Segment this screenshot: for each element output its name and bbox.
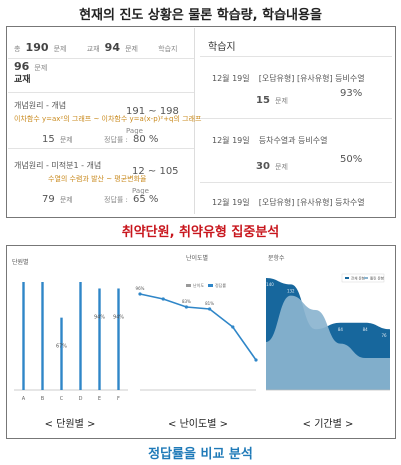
worksheet-item-title: 등차수열과 등비수열 bbox=[258, 136, 328, 145]
data-label: 140 bbox=[266, 282, 274, 287]
total-value: 190 bbox=[25, 41, 49, 54]
worksheet-item[interactable]: 12월 19일 등차수열과 등비수열 30 문제 50% bbox=[200, 124, 392, 174]
count-unit: 문제 bbox=[59, 136, 73, 144]
textbook-item-topic: 이차함수 y=ax²의 그래프 ~ 이차함수 y=a(x-p)²+q의 그래프 bbox=[14, 115, 202, 123]
textbook-item[interactable]: 개념원리 - 개념 191 ~ 198 Page 이차함수 y=ax²의 그래프… bbox=[8, 96, 202, 152]
bar bbox=[98, 288, 101, 390]
series-line bbox=[139, 293, 257, 361]
bar bbox=[79, 282, 82, 390]
worksheet-item[interactable]: 12월 19일 [오답유형] [유사유형] 등차수열 bbox=[200, 188, 392, 212]
data-point bbox=[184, 305, 188, 309]
textbook-item-rate: 80 % bbox=[133, 134, 159, 145]
count-unit: 문제 bbox=[275, 163, 288, 171]
worksheet-count-value: 96 bbox=[14, 60, 30, 73]
rate-label: 정답률 : bbox=[104, 196, 128, 204]
worksheet-item[interactable]: 12월 19일 [오답유형] [유사유형] 등비수열 15 문제 93% bbox=[200, 62, 392, 112]
summary-row: 총 190 문제 교재 94 문제 학습지 96 문제 bbox=[14, 36, 194, 74]
tick-label: B bbox=[41, 396, 45, 402]
tick-label: D bbox=[79, 396, 83, 402]
caption-by-unit: < 단원별 > bbox=[44, 419, 96, 430]
unit-bar-chart: 단원별 A B C 67% D E 94% F 94% bbox=[12, 258, 128, 402]
textbook-item-count: 15 bbox=[42, 134, 55, 145]
caption-by-difficulty: < 난이도별 > bbox=[168, 419, 228, 430]
count-unit: 문제 bbox=[59, 196, 73, 204]
textbook-count-label: 교재 bbox=[86, 45, 100, 53]
legend-box bbox=[341, 273, 385, 283]
tick-label: E bbox=[98, 396, 101, 402]
worksheet-item-rate: 93% bbox=[340, 88, 363, 99]
textbook-item-pages: 12 ~ 105 bbox=[132, 166, 179, 177]
worksheet-item-date: 12월 19일 bbox=[212, 198, 250, 207]
count-unit: 문제 bbox=[275, 97, 288, 105]
textbook-item-count: 79 bbox=[42, 194, 55, 205]
worksheet-panel: 학습지 12월 19일 [오답유형] [유사유형] 등비수열 15 문제 93%… bbox=[200, 28, 392, 214]
worksheet-item-count: 30 bbox=[256, 161, 270, 172]
worksheet-item-title: [오답유형] [유사유형] 등차수열 bbox=[258, 198, 365, 207]
area-series bbox=[266, 295, 390, 390]
data-point bbox=[254, 358, 258, 362]
weak-area-heading: 취약단원, 취약유형 집중분석 bbox=[121, 225, 280, 240]
data-point bbox=[231, 325, 235, 329]
data-label: 76 bbox=[381, 333, 387, 338]
textbook-item-title: 개념원리 - 미적분1 - 개념 bbox=[14, 161, 102, 170]
worksheet-item-count: 15 bbox=[256, 95, 270, 106]
textbook-panel: 총 190 문제 교재 94 문제 학습지 96 문제 교재 개념원리 - 개념… bbox=[8, 28, 202, 214]
data-label: 94% bbox=[94, 314, 105, 320]
worksheet-item-rate: 50% bbox=[340, 154, 363, 165]
total-label: 총 bbox=[14, 45, 21, 53]
textbook-count-value: 94 bbox=[104, 41, 120, 54]
textbook-item-rate: 65 % bbox=[133, 194, 159, 205]
textbook-item-pages: 191 ~ 198 bbox=[126, 106, 179, 117]
worksheet-item-date: 12월 19일 bbox=[212, 74, 250, 83]
chart-title: 문항수 bbox=[268, 254, 285, 262]
worksheet-count-label: 학습지 bbox=[158, 45, 178, 53]
legend-label: 전체 문항 bbox=[351, 276, 366, 281]
caption-by-period: < 기간별 > bbox=[302, 419, 354, 430]
bar bbox=[22, 282, 25, 390]
textbook-item[interactable]: 개념원리 - 미적분1 - 개념 12 ~ 105 Page 수열의 수렴과 발… bbox=[8, 156, 194, 212]
page-unit: Page bbox=[126, 127, 143, 135]
chart-title: 단원별 bbox=[12, 258, 29, 266]
worksheet-item-date: 12월 19일 bbox=[212, 136, 250, 145]
tick-label: F bbox=[117, 396, 120, 402]
headline: 현재의 진도 상황은 물론 학습량, 학습내용을 bbox=[79, 8, 322, 23]
textbook-item-title: 개념원리 - 개념 bbox=[14, 101, 67, 110]
worksheet-section-title: 학습지 bbox=[208, 42, 236, 53]
worksheet-item-title: [오답유형] [유사유형] 등비수열 bbox=[258, 74, 365, 83]
data-point bbox=[208, 307, 212, 311]
data-label: 132 bbox=[287, 288, 295, 293]
bar bbox=[41, 282, 44, 390]
legend-swatch bbox=[345, 277, 349, 279]
data-label: 67% bbox=[56, 344, 67, 350]
data-label: 84 bbox=[338, 327, 344, 332]
data-point bbox=[138, 292, 142, 296]
textbook-count-unit: 문제 bbox=[125, 45, 138, 53]
page-unit: Page bbox=[132, 187, 149, 195]
rate-label: 정답률 : bbox=[104, 136, 128, 144]
textbook-item-topic: 수열의 수렴과 발산 ~ 평균변화율 bbox=[48, 175, 147, 183]
textbook-section-title: 교재 bbox=[14, 75, 31, 85]
legend-label: 틀린 문항 bbox=[370, 276, 385, 281]
legend-swatch bbox=[208, 284, 213, 287]
bar bbox=[60, 317, 63, 390]
legend-label: 난이도 bbox=[193, 282, 204, 288]
chart-title: 난이도별 bbox=[186, 254, 208, 262]
tick-label: C bbox=[60, 396, 64, 402]
data-label: 96% bbox=[136, 286, 145, 291]
legend-label: 정답률 bbox=[215, 282, 226, 288]
data-label: 83% bbox=[182, 299, 191, 304]
total-unit: 문제 bbox=[53, 45, 67, 53]
data-label: 84 bbox=[363, 327, 369, 332]
tick-label: A bbox=[22, 396, 26, 402]
data-point bbox=[161, 297, 165, 301]
data-label: 94% bbox=[113, 314, 124, 320]
data-label: 81% bbox=[205, 301, 214, 306]
footer-heading: 정답률을 비교 분석 bbox=[148, 447, 253, 462]
worksheet-count-unit: 문제 bbox=[34, 64, 48, 72]
legend-swatch bbox=[364, 277, 368, 279]
bar bbox=[117, 288, 120, 390]
legend-swatch bbox=[186, 284, 191, 287]
